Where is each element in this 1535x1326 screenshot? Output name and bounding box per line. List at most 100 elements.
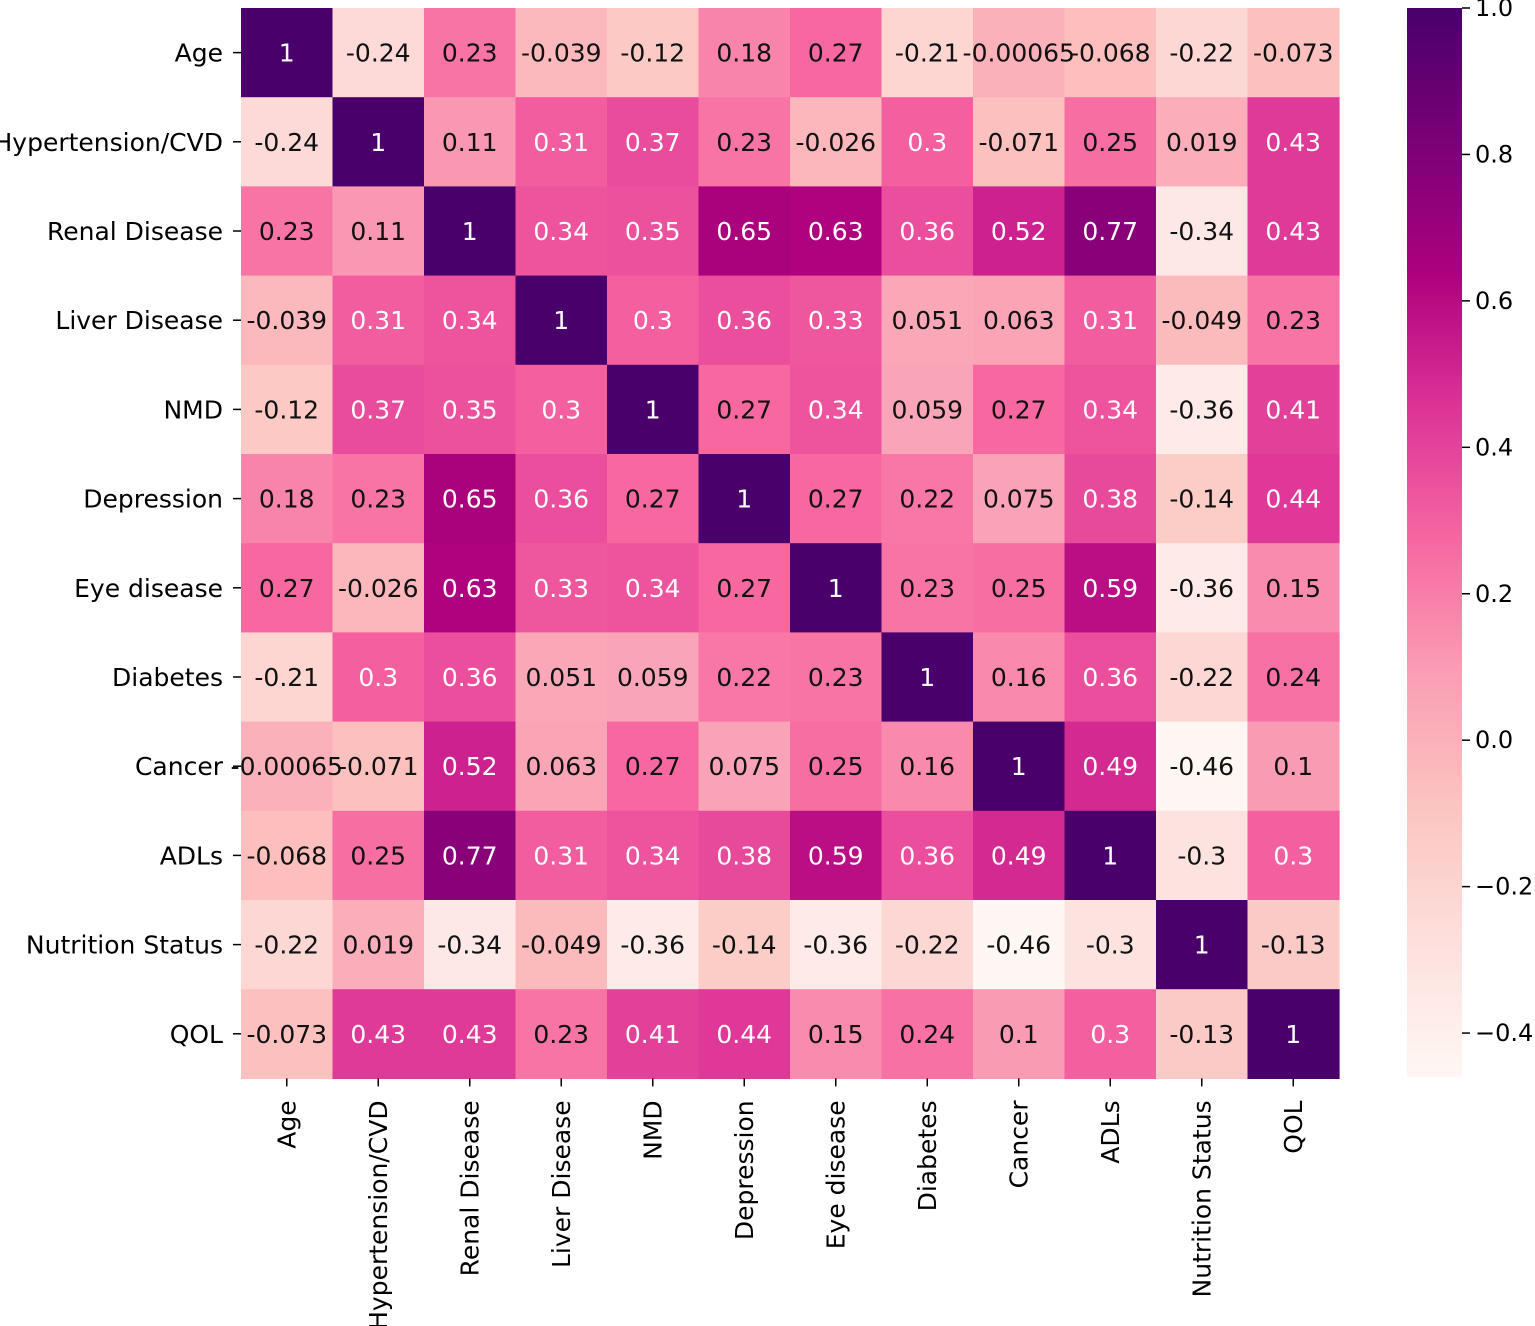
heatmap-cell: [881, 989, 974, 1079]
heatmap-cell: [424, 543, 517, 633]
y-tick-label: Renal Disease: [47, 217, 223, 246]
heatmap-cell-labels: 1 -0.24 0.23 -0.039 -0.12 0.18 0.27 -0.21 -0.000…: [231, 39, 1334, 1049]
heatmap-cell: [881, 97, 974, 187]
heatmap-cell: [515, 543, 608, 633]
heatmap-cell: [241, 454, 334, 544]
heatmap-cell: [790, 454, 883, 544]
heatmap-cell: [1064, 454, 1157, 544]
heatmap-cell-label: 1: [370, 128, 386, 157]
heatmap-cell-label: 0.23: [1265, 306, 1321, 335]
heatmap-cell-label: 0.18: [716, 39, 772, 68]
heatmap-cell-label: 0.59: [1082, 574, 1138, 603]
colorbar-tick-label: 0.4: [1475, 433, 1513, 461]
heatmap-cell: [698, 900, 791, 990]
heatmap-cell-label: 0.23: [442, 39, 498, 68]
x-tick-label: Depression: [730, 1100, 759, 1240]
heatmap-cell-label: 0.27: [716, 574, 772, 603]
colorbar-tick-label: 0.0: [1475, 726, 1513, 754]
heatmap-cell-label: 1: [1194, 931, 1210, 960]
heatmap-cell-label: 1: [553, 306, 569, 335]
heatmap-cell-label: -0.34: [1169, 217, 1234, 246]
heatmap-cell: [515, 8, 608, 98]
heatmap-cell: [424, 989, 517, 1079]
heatmap-cell-label: -0.12: [254, 395, 319, 424]
heatmap-cell: [698, 275, 791, 366]
heatmap-cell: [515, 721, 608, 812]
heatmap-cell: [698, 8, 791, 98]
y-axis: Age Hypertension/CVD Renal Disease Liver Di…: [0, 39, 241, 1049]
heatmap-cell-label: 0.34: [1082, 395, 1138, 424]
heatmap-cell: [881, 275, 974, 366]
heatmap-cell-label: 0.063: [983, 306, 1055, 335]
heatmap-cell-label: 0.23: [808, 663, 864, 692]
heatmap-cell: [698, 989, 791, 1079]
heatmap-cell: [1156, 8, 1249, 98]
heatmap-cell: [1247, 8, 1340, 98]
heatmap-cell: [881, 8, 974, 98]
heatmap-cell: [607, 454, 700, 544]
heatmap-cell-label: -0.36: [1169, 574, 1234, 603]
heatmap-cell-label: -0.34: [437, 931, 502, 960]
heatmap-cell: [1156, 632, 1249, 723]
heatmap-cell: [1064, 364, 1157, 455]
heatmap-cell-label: -0.039: [521, 39, 602, 68]
heatmap-cell-label: -0.13: [1169, 1020, 1234, 1049]
colorbar-tick-label: 0.2: [1475, 580, 1513, 608]
heatmap-cell: [1247, 97, 1340, 187]
heatmap-cell: [1247, 186, 1340, 277]
heatmap-cell-label: 0.075: [983, 485, 1055, 514]
heatmap-cell-label: 0.25: [350, 841, 406, 870]
heatmap-cell: [1064, 989, 1157, 1079]
heatmap-cell: [881, 454, 974, 544]
heatmap-cell: [698, 721, 791, 812]
heatmap-cell: [607, 186, 700, 277]
heatmap-cell: [1247, 721, 1340, 812]
heatmap-cell: [1156, 989, 1249, 1079]
heatmap-cell-label: 0.27: [259, 574, 315, 603]
heatmap-cell: [607, 275, 700, 366]
heatmap-cell: [332, 454, 425, 544]
heatmap-cell-label: 0.43: [1265, 217, 1321, 246]
heatmap-cell-label: -0.049: [1161, 306, 1242, 335]
heatmap-cell: [881, 632, 974, 723]
heatmap-cell-label: 0.41: [625, 1020, 681, 1049]
heatmap-cell-label: -0.3: [1177, 841, 1226, 870]
heatmap-cell-label: 0.11: [442, 128, 498, 157]
heatmap-cell-label: -0.068: [1070, 39, 1151, 68]
heatmap-cell: [973, 364, 1066, 455]
colorbar-gradient: [1407, 8, 1462, 1077]
heatmap-cell-label: 0.43: [1265, 128, 1321, 157]
heatmap-cell: [1156, 97, 1249, 187]
heatmap-cell: [1247, 275, 1340, 366]
heatmap-cell: [790, 900, 883, 990]
y-tick-label: Liver Disease: [55, 306, 223, 335]
heatmap-cell-label: 0.23: [899, 574, 955, 603]
heatmap-cell: [515, 97, 608, 187]
heatmap-cell-label: 0.33: [808, 306, 864, 335]
heatmap-cell-label: -0.026: [795, 128, 876, 157]
heatmap-cell: [790, 364, 883, 455]
heatmap-cell-label: 0.36: [1082, 663, 1138, 692]
heatmap-cell: [881, 810, 974, 901]
heatmap-cell-label: 0.18: [259, 485, 315, 514]
colorbar-tick-label: 1.0: [1475, 0, 1513, 22]
heatmap-cell: [881, 900, 974, 990]
heatmap-cell: [515, 275, 608, 366]
heatmap-cell-label: -0.36: [620, 931, 685, 960]
heatmap-cell: [332, 900, 425, 990]
heatmap-cell-label: 0.31: [533, 128, 589, 157]
heatmap-cell: [1247, 454, 1340, 544]
heatmap-cell: [241, 810, 334, 901]
heatmap-cell: [1156, 721, 1249, 812]
y-tick-label: Eye disease: [74, 574, 223, 603]
heatmap-cell-label: 0.075: [708, 752, 780, 781]
heatmap-cell-label: 0.3: [541, 395, 581, 424]
heatmap-cell: [607, 364, 700, 455]
heatmap-cell: [790, 186, 883, 277]
heatmap-cell-label: 0.36: [716, 306, 772, 335]
heatmap-cell-label: 0.22: [716, 663, 772, 692]
heatmap-cell: [607, 97, 700, 187]
heatmap-cell: [241, 900, 334, 990]
heatmap-cell: [241, 632, 334, 723]
